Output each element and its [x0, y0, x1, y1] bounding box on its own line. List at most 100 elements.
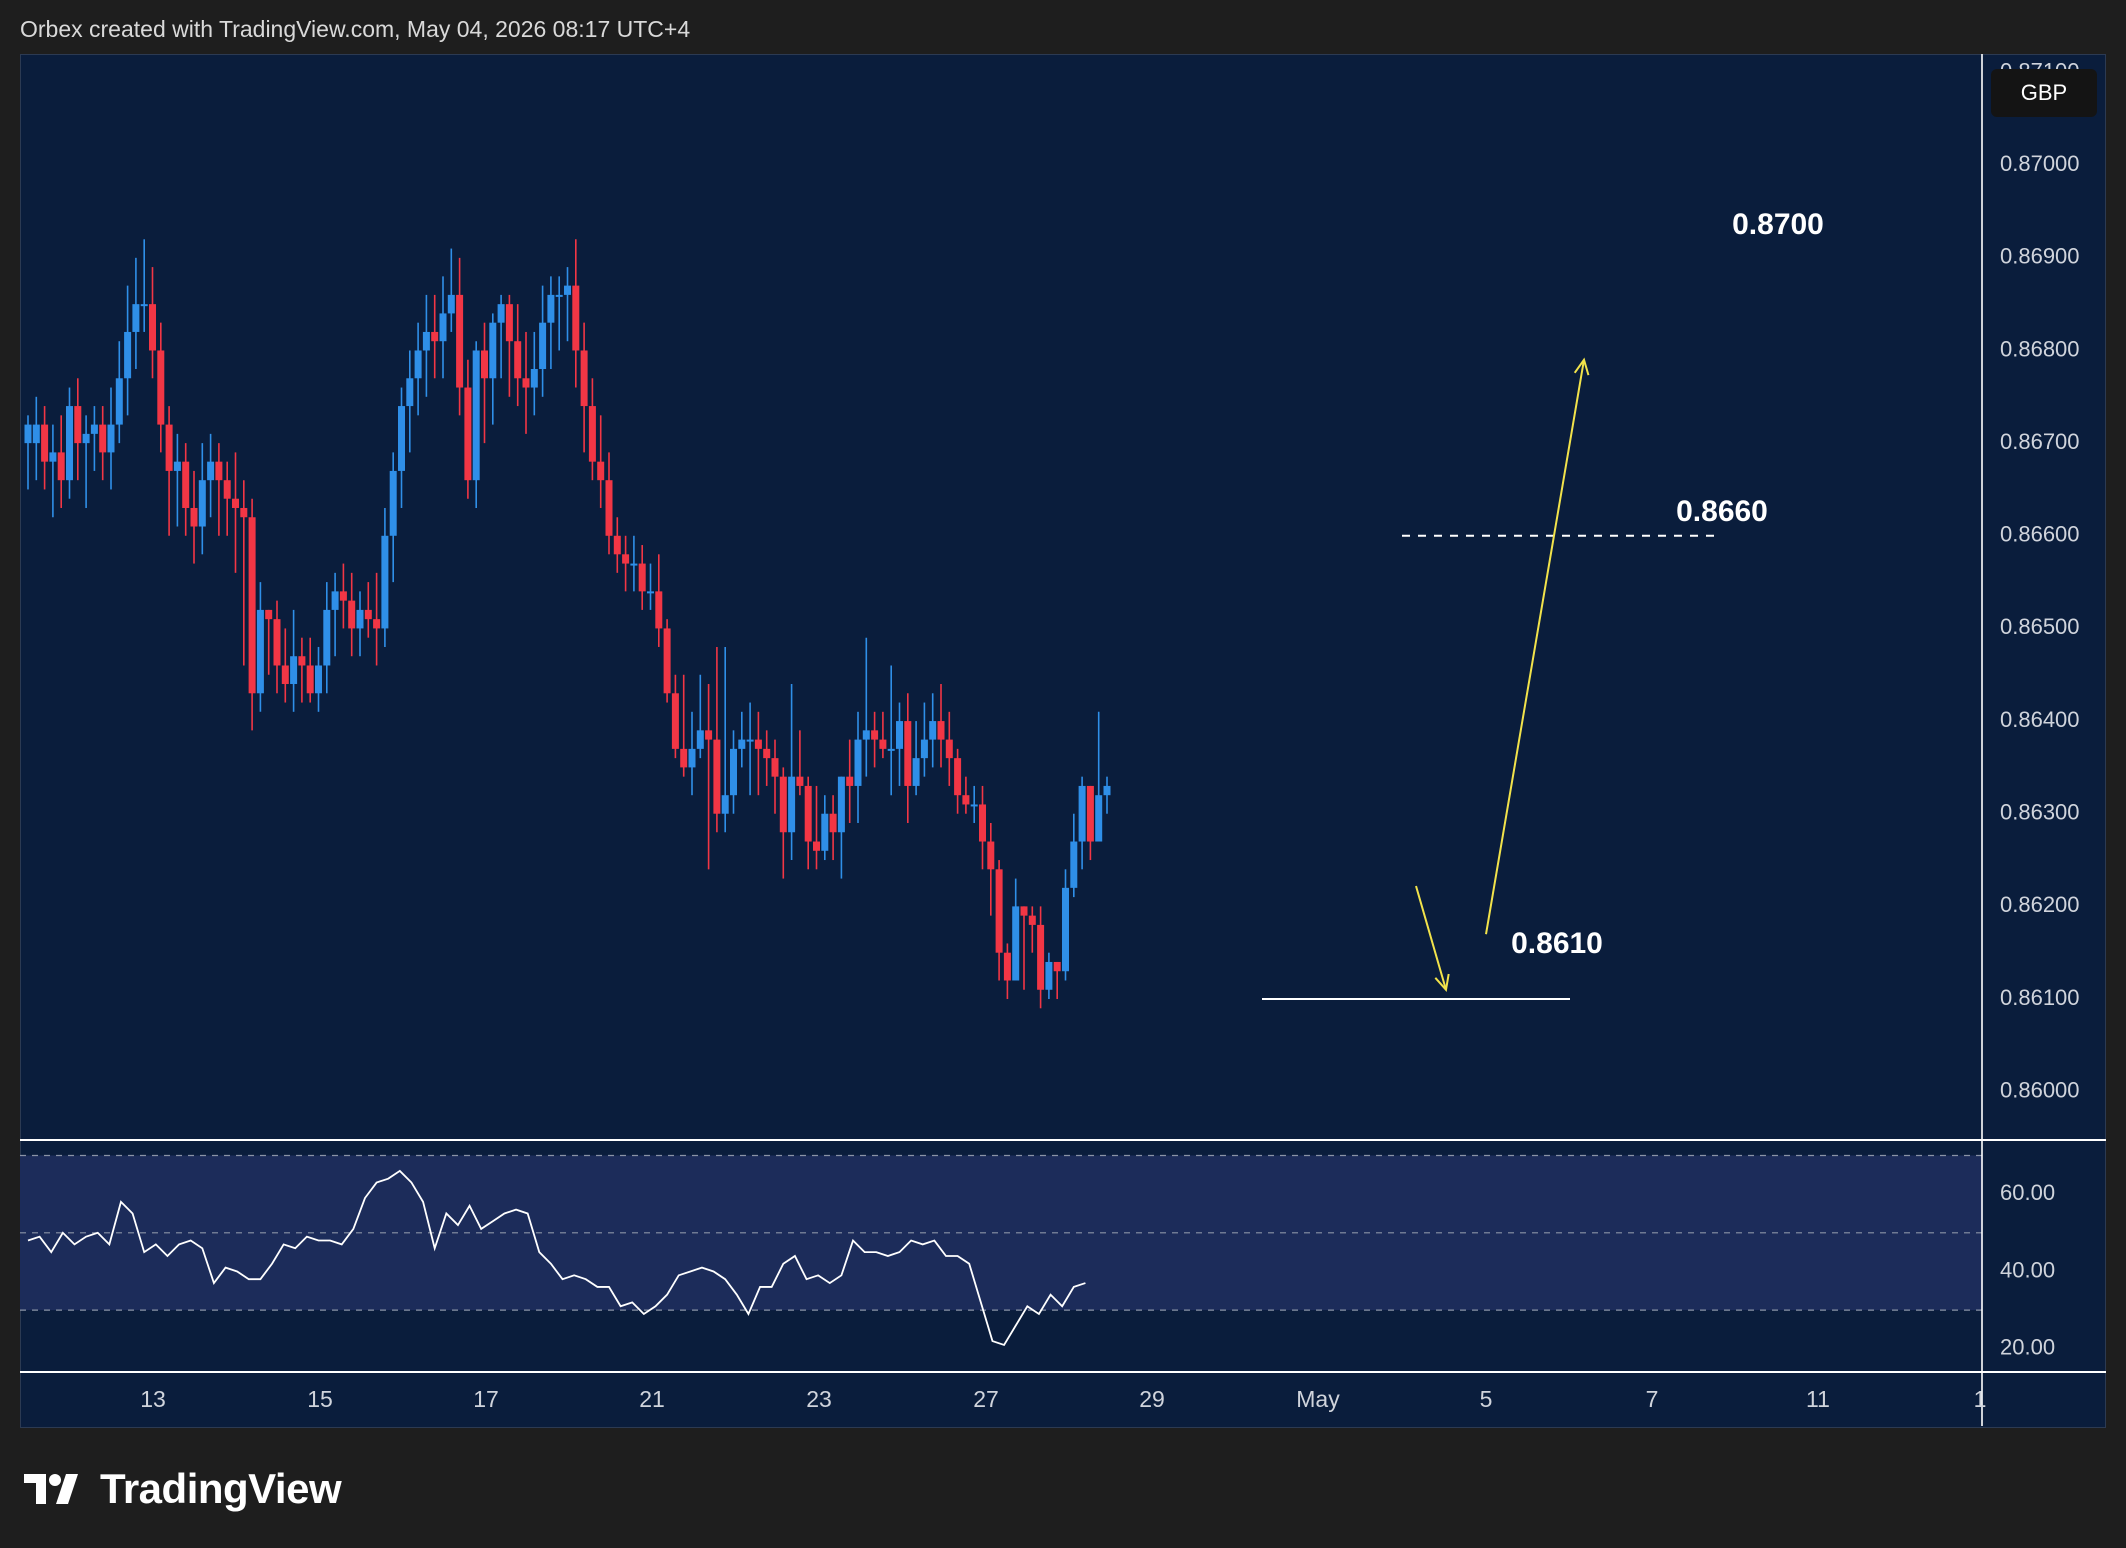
candle[interactable] — [414, 322, 422, 416]
candle[interactable] — [1070, 813, 1078, 898]
candle[interactable] — [406, 350, 414, 453]
candle[interactable] — [472, 341, 480, 508]
candle[interactable] — [398, 387, 405, 508]
candle[interactable] — [215, 443, 223, 536]
candle[interactable] — [796, 730, 804, 796]
candle[interactable] — [663, 619, 671, 703]
candle[interactable] — [539, 285, 547, 397]
candle[interactable] — [920, 702, 928, 777]
candle[interactable] — [813, 785, 820, 870]
candle[interactable] — [547, 276, 555, 370]
candle[interactable] — [157, 322, 165, 453]
candle[interactable] — [49, 424, 57, 518]
candle[interactable] — [198, 443, 206, 555]
candle[interactable] — [505, 294, 513, 397]
candle[interactable] — [671, 674, 679, 759]
candle[interactable] — [837, 776, 845, 879]
candle[interactable] — [290, 609, 298, 712]
candle[interactable] — [32, 396, 40, 481]
candle[interactable] — [173, 433, 181, 527]
candle[interactable] — [514, 304, 522, 407]
candle[interactable] — [82, 415, 90, 508]
candle[interactable] — [738, 711, 746, 768]
candle[interactable] — [613, 517, 621, 573]
candle[interactable] — [804, 776, 812, 870]
candle[interactable] — [281, 628, 289, 703]
candle[interactable] — [597, 415, 605, 508]
candle[interactable] — [945, 711, 953, 786]
candle[interactable] — [1078, 776, 1086, 870]
candle[interactable] — [456, 257, 464, 416]
candle[interactable] — [580, 322, 588, 453]
candle[interactable] — [497, 294, 505, 379]
candle[interactable] — [90, 406, 98, 471]
candle[interactable] — [464, 359, 472, 499]
candle[interactable] — [555, 276, 563, 351]
candle[interactable] — [862, 637, 870, 777]
candle[interactable] — [655, 554, 663, 647]
candle[interactable] — [979, 785, 986, 870]
candle[interactable] — [1037, 906, 1045, 1009]
candle[interactable] — [871, 711, 879, 768]
candle[interactable] — [1003, 943, 1011, 1000]
candle[interactable] — [962, 776, 970, 814]
candle[interactable] — [954, 748, 962, 814]
candle[interactable] — [389, 452, 397, 583]
candle[interactable] — [315, 646, 322, 712]
candle[interactable] — [680, 674, 688, 777]
candle[interactable] — [339, 563, 347, 629]
candle[interactable] — [995, 860, 1003, 981]
candle[interactable] — [256, 582, 264, 712]
candle[interactable] — [356, 591, 364, 657]
candle[interactable] — [165, 406, 173, 536]
candle[interactable] — [381, 507, 389, 647]
candle[interactable] — [373, 572, 381, 666]
candle[interactable] — [572, 239, 580, 388]
candle[interactable] — [74, 378, 82, 481]
candle[interactable] — [1045, 952, 1053, 1000]
candle[interactable] — [323, 582, 331, 694]
candle[interactable] — [364, 582, 372, 638]
candle[interactable] — [705, 684, 713, 870]
candle[interactable] — [879, 711, 887, 759]
currency-badge[interactable]: GBP — [1991, 69, 2097, 117]
candle[interactable] — [530, 331, 538, 416]
candle[interactable] — [788, 684, 796, 861]
candle[interactable] — [854, 711, 862, 823]
candle[interactable] — [439, 276, 447, 379]
candle[interactable] — [182, 443, 190, 536]
candle[interactable] — [190, 470, 198, 564]
candle[interactable] — [447, 248, 455, 332]
candle[interactable] — [730, 730, 737, 814]
candle[interactable] — [987, 822, 995, 916]
candle[interactable] — [622, 535, 630, 592]
candle[interactable] — [929, 693, 937, 768]
candle[interactable] — [298, 637, 306, 703]
candle[interactable] — [41, 406, 49, 490]
candle[interactable] — [1020, 906, 1028, 990]
candle[interactable] — [431, 294, 439, 379]
candle[interactable] — [588, 378, 596, 481]
candle[interactable] — [721, 646, 729, 833]
candle[interactable] — [265, 609, 273, 675]
candle[interactable] — [829, 795, 837, 861]
candle[interactable] — [564, 267, 571, 342]
candle[interactable] — [896, 702, 903, 786]
candle[interactable] — [24, 415, 32, 490]
candle[interactable] — [481, 322, 488, 444]
candle[interactable] — [1086, 785, 1094, 861]
candle[interactable] — [970, 785, 978, 823]
candle[interactable] — [746, 702, 754, 796]
candle[interactable] — [605, 452, 613, 555]
candle[interactable] — [754, 711, 762, 796]
candle[interactable] — [331, 572, 339, 657]
candle[interactable] — [422, 294, 430, 397]
candle[interactable] — [149, 267, 156, 379]
candle[interactable] — [937, 684, 945, 768]
candle[interactable] — [688, 711, 696, 796]
candle[interactable] — [348, 572, 356, 657]
candle[interactable] — [99, 406, 107, 481]
candle[interactable] — [273, 600, 281, 694]
candle[interactable] — [66, 387, 73, 499]
